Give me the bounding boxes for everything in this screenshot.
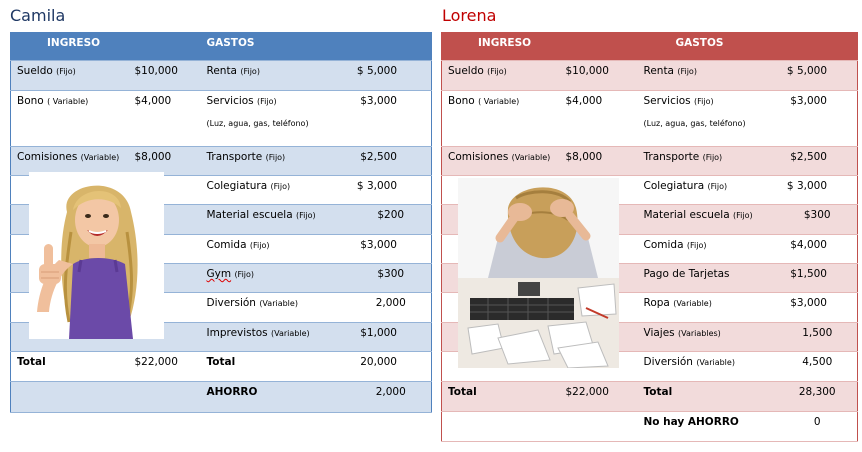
gastos-header: GASTOS [200,32,432,61]
lorena-title: Lorena [442,6,497,25]
expense-amount: 4,500 [777,351,858,382]
expense-amount: $3,000 [350,90,432,147]
ingreso-header: INGRESO [10,32,201,61]
expense-total-label: Total [637,381,778,412]
expense-total-label: Total [200,351,351,382]
savings-amount: 0 [777,411,858,442]
gastos-header: GASTOS [637,32,858,61]
expense-label: Ropa (Variable) [637,292,778,323]
table-row: Comisiones (Variable) $8,000 Transporte … [441,146,858,176]
expense-amount: $300 [777,204,858,235]
expense-label: Comida (Fijo) [637,234,778,264]
stressed-woman-illustration [458,178,619,368]
income-total-amount: $22,000 [128,351,201,382]
income-label: Bono ( Variable) [10,90,129,147]
expense-amount: $1,000 [350,322,432,352]
table-row: Bono ( Variable) $4,000 Servicios (Fijo)… [10,90,432,147]
expense-amount: $ 3,000 [777,175,858,205]
expense-amount: $1,500 [777,263,858,293]
income-amount: $4,000 [559,90,638,147]
table-header: INGRESO GASTOS [10,32,432,61]
savings-row: AHORRO 2,000 [10,381,432,413]
table-row: Sueldo (Fijo) $10,000 Renta (Fijo) $ 5,0… [441,60,858,91]
income-amount: $10,000 [559,60,638,91]
table-header: INGRESO GASTOS [441,32,858,61]
income-total-label: Total [10,351,129,382]
savings-label: AHORRO [200,381,351,413]
expense-label: Colegiatura (Fijo) [637,175,778,205]
happy-woman-photo [29,172,164,339]
expense-label: Servicios (Fijo) (Luz, agua, gas, teléfon… [637,90,778,147]
expense-label: Diversión (Variable) [637,351,778,382]
expense-label: Transporte (Fijo) [637,146,778,176]
income-amount: $10,000 [128,60,201,91]
income-label: Sueldo (Fijo) [441,60,560,91]
total-row: Total $22,000 Total 28,300 [441,381,858,412]
ingreso-header: INGRESO [441,32,638,61]
expense-note: (Luz, agua, gas, teléfono) [643,119,746,128]
camila-title: Camila [10,6,66,25]
income-total-amount: $22,000 [559,381,638,412]
expense-amount: $200 [350,204,432,235]
table-row: Sueldo (Fijo) $10,000 Renta (Fijo) $ 5,0… [10,60,432,91]
income-amount: $4,000 [128,90,201,147]
expense-amount: $3,000 [777,90,858,147]
expense-total-amount: 20,000 [350,351,432,382]
expense-amount: $ 5,000 [777,60,858,91]
expense-label: Gym (Fijo) [200,263,351,293]
expense-amount: $2,500 [350,146,432,176]
expense-amount: 2,000 [350,292,432,323]
expense-amount: $4,000 [777,234,858,264]
expense-note: (Luz, agua, gas, teléfono) [206,119,309,128]
expense-label: Diversión (Variable) [200,292,351,323]
expense-label: Pago de Tarjetas [637,263,778,293]
expense-total-amount: 28,300 [777,381,858,412]
savings-label: No hay AHORRO [637,411,778,442]
expense-amount: $ 3,000 [350,175,432,205]
income-label: Comisiones (Variable) [441,146,560,176]
income-total-label: Total [441,381,560,412]
expense-amount: $300 [350,263,432,293]
total-row: Total $22,000 Total 20,000 [10,351,432,382]
expense-label: Imprevistos (Variable) [200,322,351,352]
table-row: Comisiones (Variable) $8,000 Transporte … [10,146,432,176]
expense-amount: $2,500 [777,146,858,176]
income-label: Comisiones (Variable) [10,146,129,176]
expense-label: Colegiatura (Fijo) [200,175,351,205]
expense-amount: 1,500 [777,322,858,352]
expense-label: Material escuela (Fijo) [637,204,778,235]
expense-amount: $3,000 [350,234,432,264]
expense-label: Renta (Fijo) [637,60,778,91]
expense-amount: $3,000 [777,292,858,323]
savings-amount: 2,000 [350,381,432,413]
income-label: Bono ( Variable) [441,90,560,147]
income-label: Sueldo (Fijo) [10,60,129,91]
expense-label: Transporte (Fijo) [200,146,351,176]
camila-budget-table: INGRESO GASTOS Sueldo (Fijo) $10,000 Ren… [10,32,432,413]
income-amount: $8,000 [559,146,638,176]
savings-row: No hay AHORRO 0 [441,411,858,442]
expense-label: Servicios (Fijo) (Luz, agua, gas, teléfon… [200,90,351,147]
expense-amount: $ 5,000 [350,60,432,91]
expense-label: Renta (Fijo) [200,60,351,91]
happy-woman-illustration [29,172,164,339]
income-amount: $8,000 [128,146,201,176]
expense-label: Comida (Fijo) [200,234,351,264]
table-row: Bono ( Variable) $4,000 Servicios (Fijo)… [441,90,858,147]
expense-label: Material escuela (Fijo) [200,204,351,235]
expense-label: Viajes (Variables) [637,322,778,352]
stressed-woman-photo [458,178,619,368]
